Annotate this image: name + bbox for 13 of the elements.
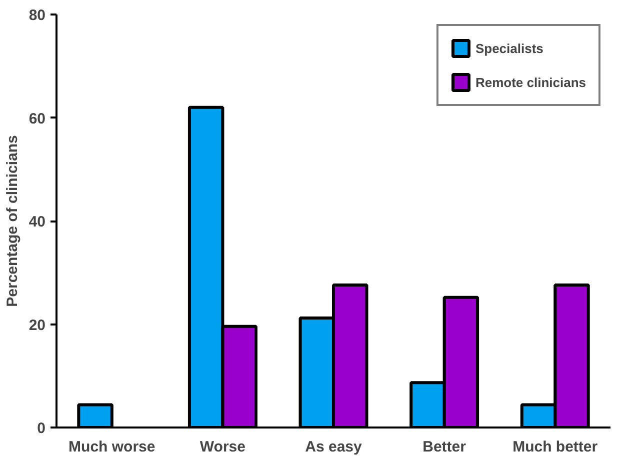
- x-tick-label: Worse: [200, 438, 246, 456]
- x-tick-label: As easy: [305, 438, 363, 456]
- x-tick-label: Much better: [512, 438, 598, 456]
- x-tick-label: Better: [422, 438, 466, 456]
- legend-label: Remote clinicians: [475, 74, 586, 90]
- x-tick-label: Much worse: [68, 438, 156, 456]
- legend-label: Specialists: [475, 40, 544, 56]
- y-tick-label: 0: [37, 420, 46, 437]
- y-tick-label: 80: [28, 7, 46, 24]
- y-tick-label: 40: [28, 214, 46, 230]
- y-tick-label: 20: [28, 316, 46, 334]
- y-tick-label: 60: [28, 110, 46, 128]
- y-axis-title: Percentage of clinicians: [4, 135, 21, 307]
